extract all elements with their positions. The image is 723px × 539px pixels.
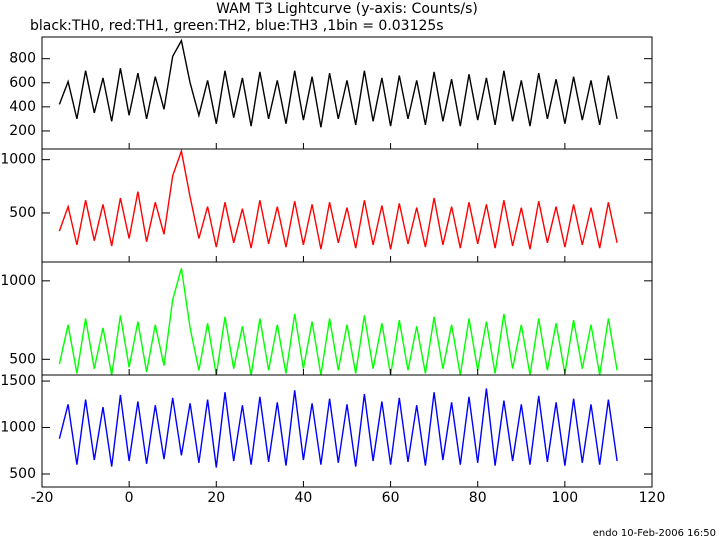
x-tick-label: 40 (295, 490, 313, 506)
y-tick-label: 1000 (0, 273, 36, 289)
y-tick-label: 1000 (0, 420, 36, 436)
x-tick-label: 120 (639, 490, 666, 506)
series-line (58, 38, 618, 128)
y-tick-label: 500 (9, 205, 36, 221)
x-tick-label: 80 (469, 490, 487, 506)
plot-frame (41, 261, 653, 376)
x-tick-label: -20 (31, 490, 54, 506)
y-tick-label: 800 (9, 51, 36, 67)
series-line (58, 388, 618, 468)
y-tick-label: 1500 (0, 373, 36, 389)
chart-subtitle: black:TH0, red:TH1, green:TH2, blue:TH3 … (30, 18, 444, 34)
y-tick-label: 600 (9, 75, 36, 91)
x-tick-label: 20 (207, 490, 225, 506)
y-tick-label: 400 (9, 99, 36, 115)
plot-frame (41, 374, 653, 488)
x-tick-label: 0 (125, 490, 134, 506)
y-tick-label: 500 (9, 351, 36, 367)
series-line (58, 268, 618, 376)
x-tick-label: 60 (382, 490, 400, 506)
y-tick-label: 200 (9, 123, 36, 139)
series-line (58, 148, 618, 250)
footer: endo 10-Feb-2006 16:50 (593, 528, 716, 539)
plot-frame (41, 148, 653, 263)
y-tick-label: 1000 (0, 152, 36, 168)
y-tick-label: 500 (9, 466, 36, 482)
chart-title: WAM T3 Lightcurve (y-axis: Counts/s) (216, 1, 478, 17)
x-tick-label: 100 (551, 490, 578, 506)
